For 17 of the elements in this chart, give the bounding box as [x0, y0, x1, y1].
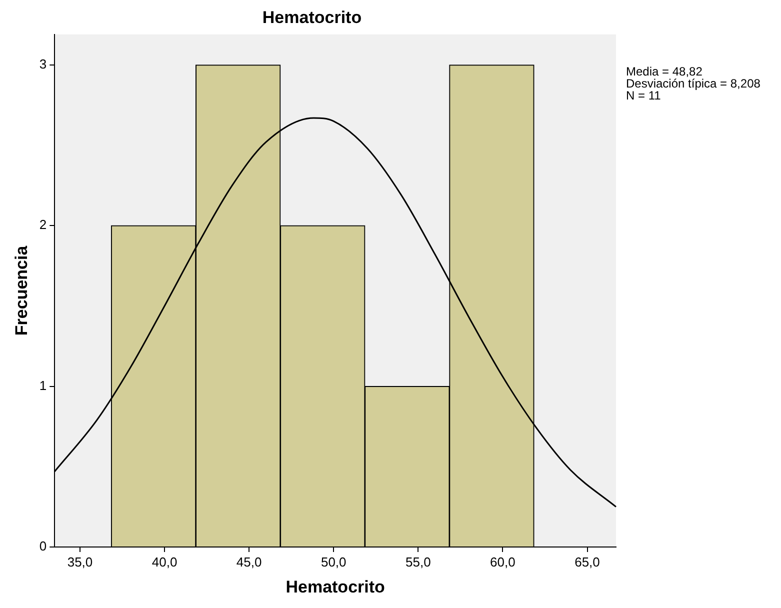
text: Desviación típica = 8,208 — [626, 76, 761, 91]
x-tick-label: 65,0 — [574, 554, 600, 570]
x-tick-label: 60,0 — [490, 554, 516, 570]
y-axis-title: Frecuencia — [12, 245, 31, 336]
x-axis-title: Hematocrito — [286, 577, 385, 596]
y-tick-label: 0 — [39, 538, 47, 554]
y-tick-label: 3 — [39, 56, 47, 72]
text: Media = 48,82 — [626, 64, 703, 79]
y-tick-label: 1 — [39, 378, 47, 393]
chart-title: Hematocrito — [262, 8, 362, 27]
text: N = 11 — [626, 88, 662, 103]
x-tick-label: 55,0 — [406, 554, 431, 570]
x-tick-label: 50,0 — [320, 554, 346, 570]
x-tick-label: 45,0 — [236, 554, 262, 570]
y-tick-label: 2 — [39, 217, 47, 232]
x-tick-label: 35,0 — [67, 554, 93, 570]
x-tick-label: 40,0 — [152, 554, 178, 570]
